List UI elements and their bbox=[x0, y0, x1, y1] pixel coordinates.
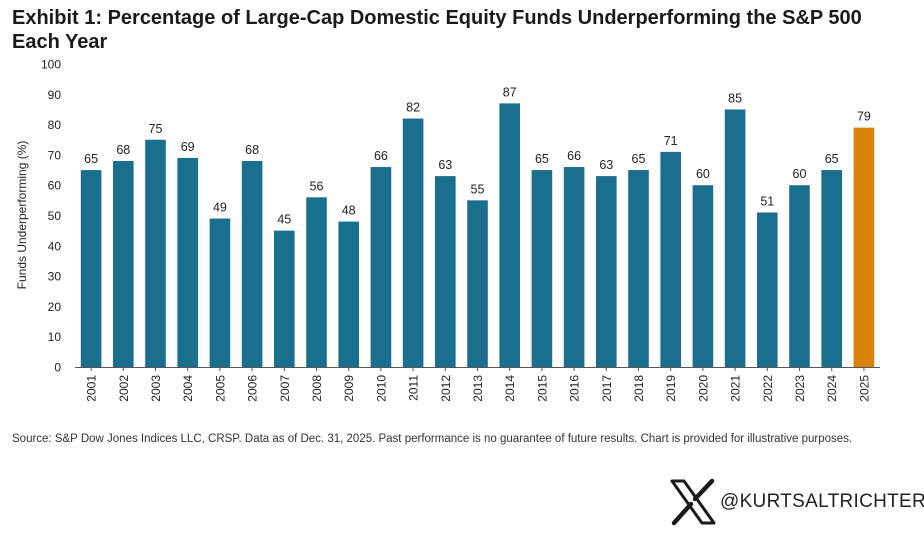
bar-2010 bbox=[370, 167, 392, 367]
bar-2024 bbox=[821, 170, 843, 367]
x-tick-label: 2002 bbox=[117, 375, 131, 402]
y-tick-label: 90 bbox=[48, 88, 62, 102]
bar-2008 bbox=[306, 197, 327, 367]
bar-value-label: 56 bbox=[310, 179, 324, 193]
x-tick-label: 2010 bbox=[374, 375, 388, 402]
bar-2017 bbox=[596, 176, 617, 367]
bar-2013 bbox=[467, 200, 488, 367]
author-handle: @KURTSALTRICHTER bbox=[720, 491, 924, 512]
bar-value-label: 45 bbox=[277, 213, 291, 227]
x-tick-label: 2007 bbox=[278, 375, 292, 402]
x-logo-icon bbox=[670, 478, 716, 526]
y-tick-label: 30 bbox=[48, 270, 62, 284]
bar-2022 bbox=[757, 212, 778, 367]
x-tick-label: 2016 bbox=[568, 375, 582, 402]
y-tick-label: 50 bbox=[48, 209, 62, 223]
bar-value-label: 65 bbox=[84, 152, 98, 166]
bar-value-label: 63 bbox=[599, 158, 613, 172]
x-tick-label: 2015 bbox=[535, 375, 549, 402]
bar-2001 bbox=[80, 170, 102, 367]
bar-value-label: 65 bbox=[632, 152, 646, 166]
y-tick-label: 20 bbox=[48, 300, 62, 314]
bar-2014 bbox=[499, 103, 521, 367]
x-tick-label: 2005 bbox=[213, 375, 227, 402]
y-axis-label: Funds Underperforming (%) bbox=[15, 141, 29, 290]
y-tick-label: 70 bbox=[48, 148, 62, 162]
y-tick-label: 80 bbox=[48, 118, 62, 132]
bar-2021 bbox=[724, 109, 746, 367]
x-tick-label: 2009 bbox=[342, 375, 356, 402]
bar-value-label: 48 bbox=[342, 204, 356, 218]
bar-value-label: 82 bbox=[406, 101, 420, 115]
y-tick-label: 60 bbox=[48, 179, 62, 193]
data-labels-group: 65 68 75 69 49 68 45 56 48 66 82 63 55 87 65 66 63 65 71 60… bbox=[84, 85, 871, 226]
bar-2018 bbox=[628, 170, 649, 367]
x-tick-label: 2014 bbox=[503, 375, 517, 402]
bar-value-label: 68 bbox=[245, 143, 259, 157]
x-tick-label: 2004 bbox=[181, 375, 195, 402]
x-tick-label: 2024 bbox=[825, 375, 839, 402]
x-tick-label: 2018 bbox=[632, 375, 646, 402]
watermark: @KURTSALTRICHTER bbox=[668, 474, 924, 530]
bar-value-label: 87 bbox=[503, 85, 517, 99]
x-tick-label: 2020 bbox=[696, 375, 710, 402]
bar-2023 bbox=[789, 185, 810, 367]
bar-value-label: 69 bbox=[181, 140, 195, 154]
bar-2004 bbox=[177, 157, 199, 367]
bar-value-label: 71 bbox=[664, 134, 678, 148]
x-tick-label: 2008 bbox=[310, 375, 324, 402]
x-tick-label: 2001 bbox=[85, 375, 99, 402]
bars-group bbox=[80, 103, 875, 367]
x-tick-label: 2021 bbox=[729, 375, 743, 402]
x-tick-label: 2022 bbox=[761, 375, 775, 402]
bar-2011 bbox=[402, 118, 424, 367]
bar-value-label: 66 bbox=[567, 149, 581, 163]
y-axis-ticks: 0 10 20 30 40 50 60 70 80 90 100 bbox=[41, 58, 61, 375]
bar-value-label: 51 bbox=[760, 194, 774, 208]
x-tick-label: 2017 bbox=[600, 375, 614, 402]
x-tick-label: 2019 bbox=[664, 375, 678, 402]
bar-value-label: 49 bbox=[213, 201, 227, 215]
y-tick-label: 0 bbox=[54, 361, 61, 375]
bar-chart: Funds Underperforming (%) 0 10 20 30 40 50 60 7… bbox=[15, 58, 880, 402]
chart-title: Exhibit 1: Percentage of Large-Cap Domes… bbox=[12, 7, 862, 53]
x-tick-label: 2006 bbox=[246, 375, 260, 402]
bar-value-label: 60 bbox=[793, 167, 807, 181]
bar-value-label: 68 bbox=[116, 143, 130, 157]
source-note: Source: S&P Dow Jones Indices LLC, CRSP.… bbox=[12, 433, 853, 445]
bar-2012 bbox=[435, 176, 456, 367]
y-tick-label: 10 bbox=[48, 330, 62, 344]
x-tick-label: 2011 bbox=[407, 375, 421, 401]
bar-value-label: 60 bbox=[696, 167, 710, 181]
bar-2015 bbox=[531, 170, 553, 367]
bar-2025 bbox=[853, 127, 875, 367]
bar-value-label: 85 bbox=[728, 91, 742, 105]
bar-value-label: 66 bbox=[374, 149, 388, 163]
bar-value-label: 55 bbox=[471, 182, 485, 196]
bar-2005 bbox=[209, 218, 231, 367]
bar-2019 bbox=[660, 151, 682, 367]
bar-value-label: 63 bbox=[438, 158, 452, 172]
bar-2016 bbox=[563, 167, 585, 367]
x-tick-label: 2003 bbox=[149, 375, 163, 402]
bar-2009 bbox=[338, 221, 360, 367]
x-tick-label: 2023 bbox=[793, 375, 807, 402]
x-tick-label: 2012 bbox=[439, 375, 453, 402]
x-tick-label: 2013 bbox=[471, 375, 485, 402]
bar-value-label: 65 bbox=[825, 152, 839, 166]
bar-2020 bbox=[692, 185, 714, 367]
bar-2006 bbox=[241, 160, 263, 367]
bar-2003 bbox=[145, 139, 166, 367]
x-tick-label: 2025 bbox=[857, 375, 871, 402]
y-tick-label: 100 bbox=[41, 58, 61, 72]
bar-value-label: 65 bbox=[535, 152, 549, 166]
bar-2002 bbox=[113, 160, 134, 367]
bar-2007 bbox=[274, 230, 295, 367]
bar-value-label: 79 bbox=[857, 110, 871, 124]
bar-value-label: 75 bbox=[149, 122, 163, 136]
y-tick-label: 40 bbox=[48, 239, 62, 253]
x-axis-ticks: 2001 2002 2003 2004 2005 2006 2007 2008 2009 2010… bbox=[85, 367, 871, 402]
